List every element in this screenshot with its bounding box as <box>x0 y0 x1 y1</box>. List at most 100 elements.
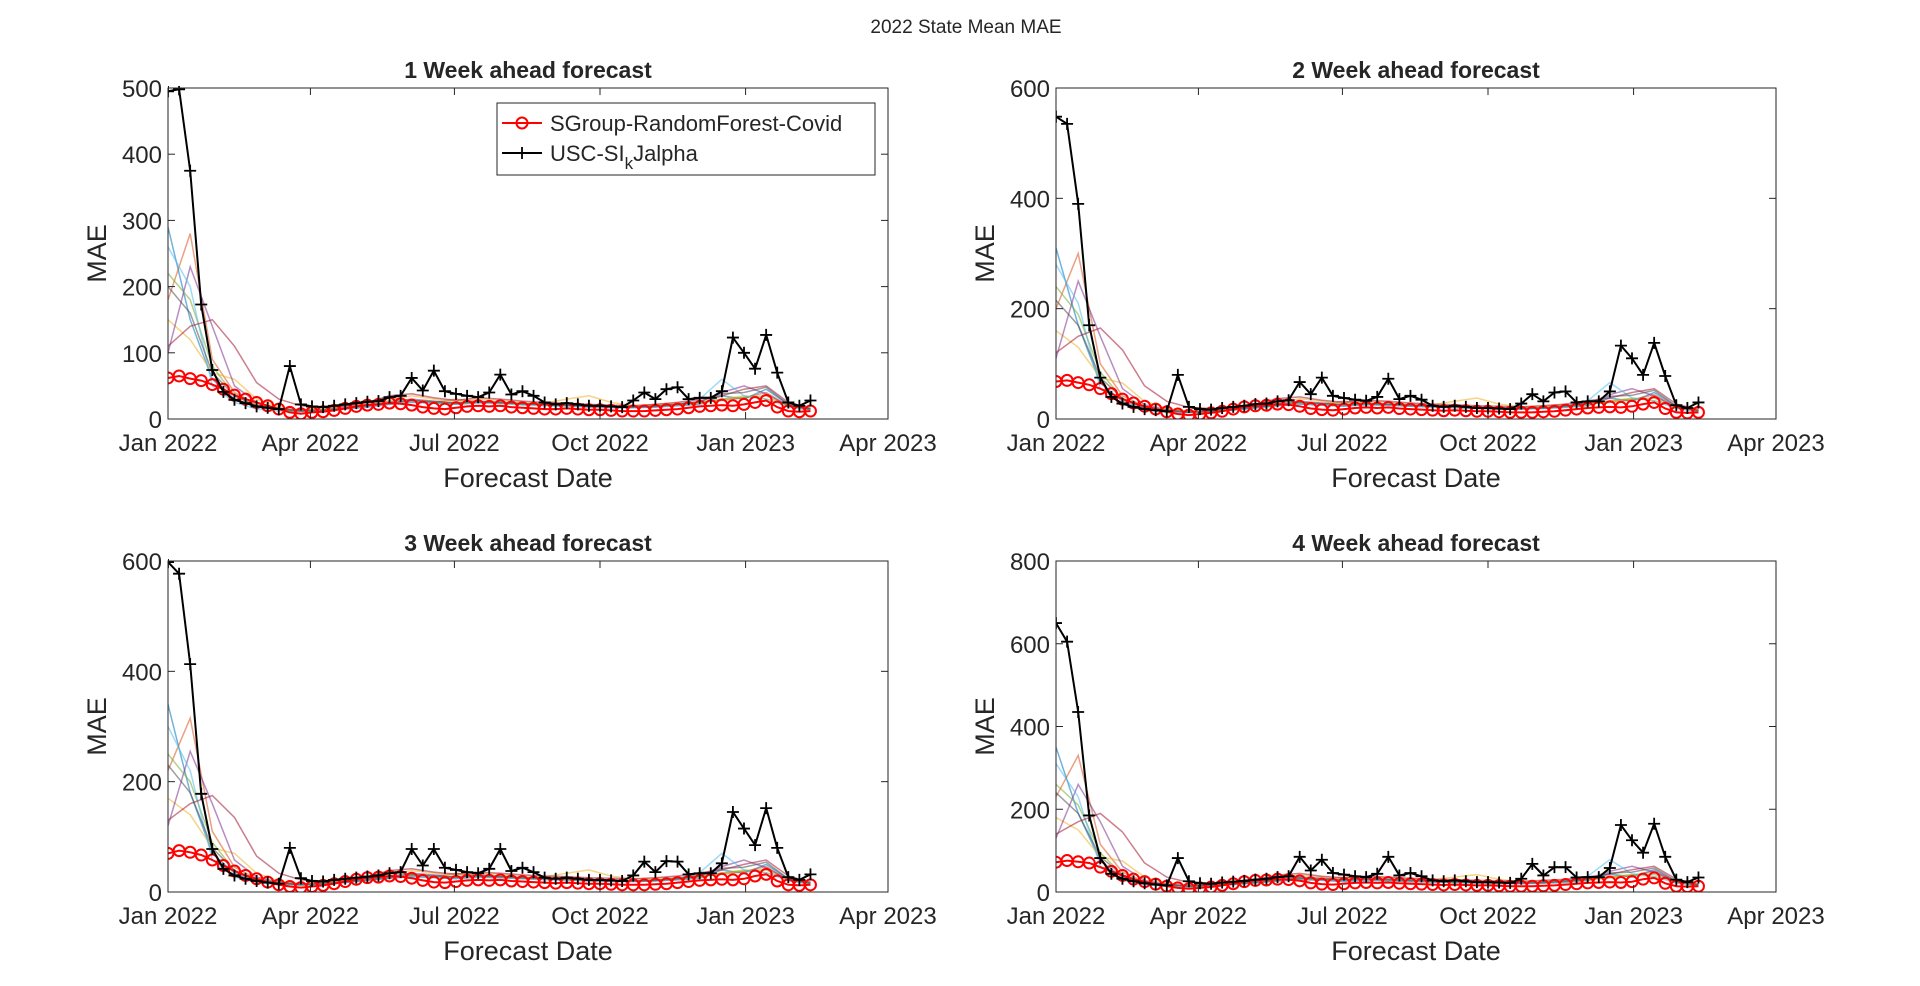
point-usc <box>571 398 584 411</box>
point-usc <box>328 873 341 886</box>
point-usc <box>1459 400 1472 413</box>
point-usc <box>1216 876 1229 889</box>
legend-label-part: Jalpha <box>633 141 699 166</box>
point-usc <box>317 401 330 414</box>
point-usc <box>416 384 429 397</box>
point-usc <box>394 866 407 879</box>
point-usc <box>272 403 285 416</box>
point-usc <box>1072 197 1085 210</box>
point-usc <box>693 867 706 880</box>
legend-marker-plus <box>516 147 528 159</box>
point-usc <box>438 861 451 874</box>
point-usc <box>1692 871 1705 884</box>
point-usc <box>749 362 762 375</box>
point-usc <box>1404 389 1417 402</box>
point-usc <box>715 857 728 870</box>
point-usc <box>184 164 197 177</box>
panels: Jan 2022 Apr 2022 Jul 2022 Oct 2022 Jan 2023… <box>82 57 1825 966</box>
point-usc <box>217 862 230 875</box>
point-usc <box>1614 818 1627 831</box>
point-usc <box>1448 874 1461 887</box>
point-usc <box>660 383 673 396</box>
point-usc <box>294 398 307 411</box>
point-usc <box>306 400 318 413</box>
point-usc <box>1603 385 1616 398</box>
x-tick-label: Jan 2023 <box>1584 430 1683 457</box>
x-axis-label: Forecast Date <box>1331 936 1501 966</box>
point-usc <box>649 393 662 406</box>
point-usc <box>1448 399 1461 412</box>
y-axis-label: MAE <box>970 224 1000 283</box>
x-tick-label: Jul 2022 <box>409 903 500 930</box>
panel-2: Jan 2022 Apr 2022 Jul 2022 Oct 2022 Jan 2023… <box>970 57 1825 493</box>
x-tick-label: Apr 2023 <box>1727 430 1824 457</box>
point-usc <box>1149 404 1162 417</box>
point-usc <box>383 867 396 880</box>
point-usc <box>461 389 474 402</box>
point-usc <box>549 872 562 885</box>
point-usc <box>1581 395 1594 408</box>
point-usc <box>1160 879 1173 892</box>
point-usc <box>1315 853 1328 866</box>
point-usc <box>361 870 374 883</box>
point-usc <box>1371 390 1384 403</box>
point-usc <box>582 399 595 412</box>
point-usc <box>1470 876 1483 889</box>
x-tick-label: Apr 2022 <box>1150 430 1247 457</box>
point-usc <box>1659 369 1672 382</box>
point-usc <box>1282 394 1295 407</box>
point-usc <box>328 399 341 412</box>
point-usc <box>1282 870 1295 883</box>
point-usc <box>1537 869 1550 882</box>
point-usc <box>1349 393 1362 406</box>
point-usc <box>1056 110 1062 123</box>
point-usc <box>361 395 374 408</box>
point-usc <box>1116 397 1129 410</box>
y-axis-label: MAE <box>82 224 112 283</box>
point-usc <box>1371 867 1384 880</box>
point-usc <box>1548 386 1561 399</box>
point-usc <box>660 855 673 868</box>
point-usc <box>1692 396 1705 409</box>
x-tick-label: Apr 2023 <box>839 430 936 457</box>
x-tick-label: Apr 2023 <box>1727 903 1824 930</box>
point-usc <box>438 385 451 398</box>
point-usc <box>1338 392 1350 405</box>
point-usc <box>1614 339 1627 352</box>
point-usc <box>1482 401 1494 414</box>
point-usc <box>771 841 784 854</box>
point-usc <box>549 398 562 411</box>
point-usc <box>1171 368 1184 381</box>
point-usc <box>704 867 717 880</box>
point-usc <box>1105 867 1118 880</box>
point-usc <box>1526 388 1539 401</box>
point-usc <box>1127 400 1140 413</box>
point-usc <box>483 862 496 875</box>
plot-area <box>1056 561 1776 892</box>
point-usc <box>1648 817 1661 830</box>
point-usc <box>1072 706 1085 719</box>
point-usc <box>1227 875 1240 888</box>
x-tick-label: Oct 2022 <box>551 430 648 457</box>
point-usc <box>1194 403 1206 416</box>
point-usc <box>1205 877 1218 890</box>
point-sgroup <box>1082 378 1096 392</box>
point-sgroup <box>1647 871 1661 885</box>
point-usc <box>261 401 274 414</box>
point-usc <box>605 400 618 413</box>
x-axis-label: Forecast Date <box>1331 463 1501 493</box>
x-axis-label: Forecast Date <box>443 463 613 493</box>
point-usc <box>1648 336 1661 349</box>
point-usc <box>605 874 618 887</box>
point-usc <box>571 872 584 885</box>
point-usc <box>1182 875 1195 888</box>
y-tick-label: 100 <box>122 341 162 368</box>
point-usc <box>749 839 762 852</box>
point-usc <box>760 328 773 341</box>
point-usc <box>450 863 462 876</box>
x-tick-label: Apr 2023 <box>839 903 936 930</box>
x-tick-label: Apr 2022 <box>262 903 359 930</box>
point-usc <box>616 874 629 887</box>
point-usc <box>250 874 263 887</box>
point-usc <box>1304 864 1317 877</box>
